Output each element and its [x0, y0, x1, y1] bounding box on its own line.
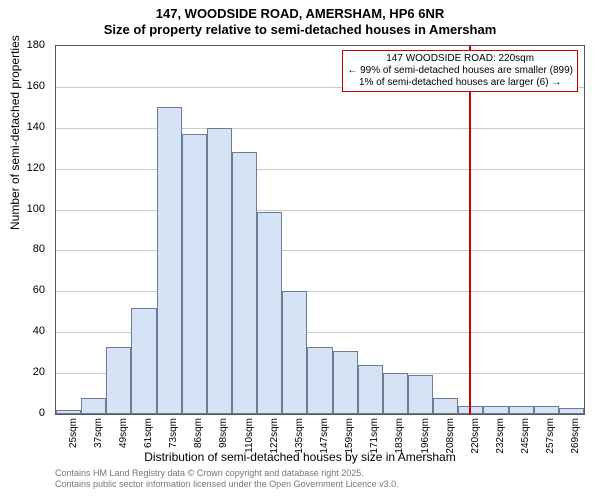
histogram-bar	[509, 406, 534, 414]
histogram-bar	[131, 308, 156, 414]
histogram-bar	[408, 375, 433, 414]
gridline	[56, 128, 584, 129]
histogram-bar	[257, 212, 282, 414]
histogram-bar	[157, 107, 182, 414]
histogram-bar	[307, 347, 332, 414]
callout-line-2: ← 99% of semi-detached houses are smalle…	[347, 65, 573, 77]
histogram-bar	[534, 406, 559, 414]
gridline	[56, 169, 584, 170]
histogram-bar	[483, 406, 508, 414]
histogram-bar	[232, 152, 257, 414]
histogram-bar	[559, 408, 584, 414]
y-tick-label: 140	[0, 121, 45, 133]
title-line-2: Size of property relative to semi-detach…	[0, 22, 600, 37]
y-tick-label: 180	[0, 39, 45, 51]
y-tick-label: 120	[0, 162, 45, 174]
y-tick-label: 160	[0, 80, 45, 92]
x-axis-label: Distribution of semi-detached houses by …	[0, 450, 600, 464]
histogram-bar	[433, 398, 458, 414]
y-tick-label: 80	[0, 243, 45, 255]
histogram-bar	[333, 351, 358, 414]
y-tick-label: 20	[0, 366, 45, 378]
callout-box: 147 WOODSIDE ROAD: 220sqm ← 99% of semi-…	[342, 50, 578, 92]
footer-attribution: Contains HM Land Registry data © Crown c…	[55, 468, 399, 490]
footer-line-2: Contains public sector information licen…	[55, 479, 399, 490]
histogram-bar	[106, 347, 131, 414]
callout-line-1: 147 WOODSIDE ROAD: 220sqm	[347, 53, 573, 65]
gridline	[56, 250, 584, 251]
marker-line	[469, 46, 471, 414]
plot-area: 147 WOODSIDE ROAD: 220sqm ← 99% of semi-…	[55, 45, 585, 415]
y-tick-label: 0	[0, 407, 45, 419]
gridline	[56, 210, 584, 211]
histogram-bar	[207, 128, 232, 414]
y-tick-label: 40	[0, 325, 45, 337]
histogram-bar	[282, 291, 307, 414]
y-tick-label: 60	[0, 284, 45, 296]
chart-container: 147, WOODSIDE ROAD, AMERSHAM, HP6 6NR Si…	[0, 0, 600, 500]
histogram-bar	[458, 406, 483, 414]
plot-frame: 147 WOODSIDE ROAD: 220sqm ← 99% of semi-…	[55, 45, 585, 415]
histogram-bar	[182, 134, 207, 414]
histogram-bar	[81, 398, 106, 414]
gridline	[56, 291, 584, 292]
footer-line-1: Contains HM Land Registry data © Crown c…	[55, 468, 399, 479]
histogram-bar	[358, 365, 383, 414]
callout-line-3: 1% of semi-detached houses are larger (6…	[347, 77, 573, 89]
title-line-1: 147, WOODSIDE ROAD, AMERSHAM, HP6 6NR	[0, 6, 600, 21]
histogram-bar	[56, 410, 81, 414]
y-tick-label: 100	[0, 203, 45, 215]
histogram-bar	[383, 373, 408, 414]
